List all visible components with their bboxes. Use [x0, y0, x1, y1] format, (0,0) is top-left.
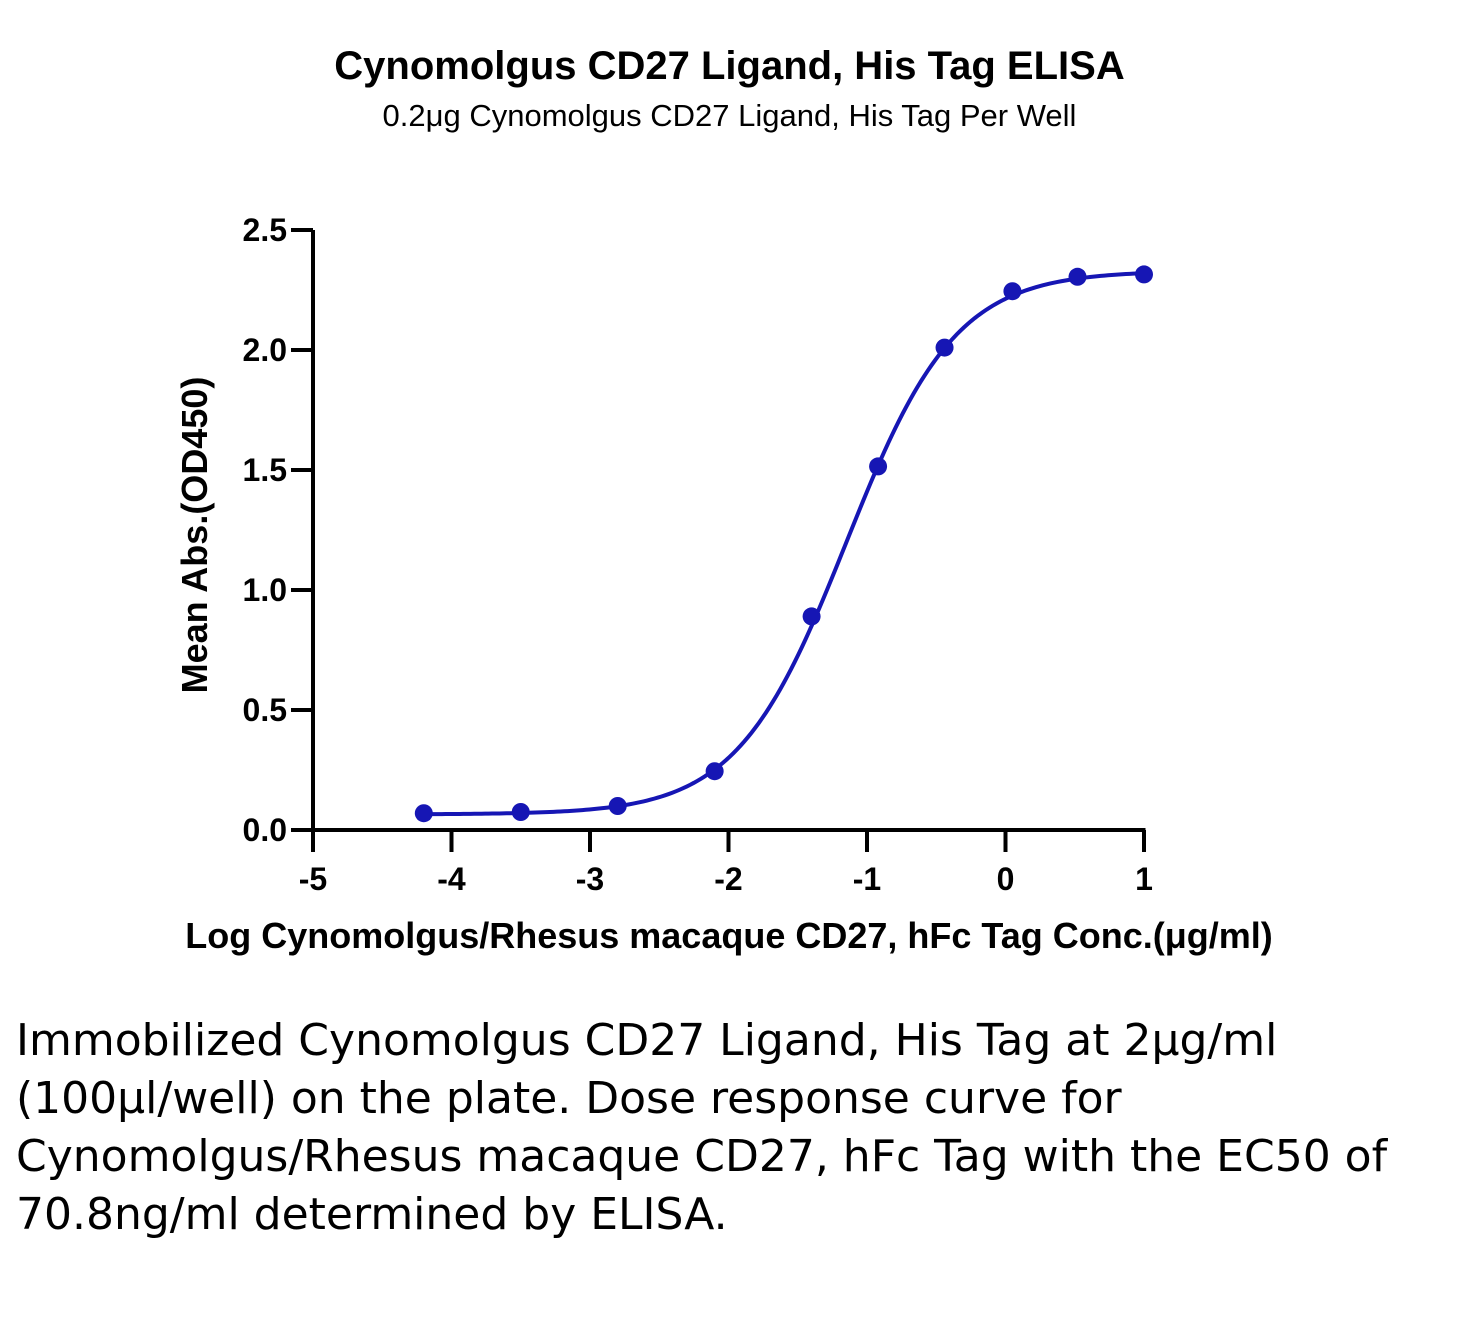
data-point: [869, 457, 888, 476]
axes: -5 -4 -3 -2 -1 0 1 0.0 0.5 1.0 1.5 2.0 2.5: [243, 212, 1153, 897]
data-point: [1003, 282, 1022, 301]
figure-caption: Immobilized Cynomolgus CD27 Ligand, His …: [16, 1015, 1388, 1240]
y-tick-label: 2.5: [243, 212, 287, 248]
data-point: [1135, 265, 1153, 284]
y-tick-label: 0.0: [243, 812, 287, 848]
x-tick-label: -4: [437, 861, 466, 897]
data-point: [1068, 267, 1087, 286]
y-tick-label: 1.0: [243, 572, 287, 608]
x-tick-label: 1: [1135, 861, 1153, 897]
x-axis-label: Log Cynomolgus/Rhesus macaque CD27, hFc …: [185, 915, 1273, 956]
data-point: [935, 338, 954, 357]
x-tick-label: -3: [576, 861, 604, 897]
fit-curve: [423, 271, 1145, 817]
x-tick-label: -1: [853, 861, 881, 897]
fit-curve-group: [423, 271, 1145, 817]
data-point: [511, 803, 530, 821]
data-point: [705, 762, 724, 781]
data-point: [414, 804, 433, 823]
data-points: [414, 265, 1153, 823]
elisa-chart: -5 -4 -3 -2 -1 0 1 0.0 0.5 1.0 1.5 2.0 2.5 Log Cynom…: [174, 212, 1273, 956]
chart-subtitle: 0.2μg Cynomolgus CD27 Ligand, His Tag Pe…: [382, 98, 1077, 133]
chart-title: Cynomolgus CD27 Ligand, His Tag ELISA: [334, 44, 1125, 88]
x-tick-label: -5: [299, 861, 327, 897]
x-tick-label: 0: [997, 861, 1015, 897]
y-axis-label: Mean Abs.(OD450): [174, 377, 215, 694]
data-point: [802, 607, 821, 626]
x-tick-label: -2: [714, 861, 742, 897]
y-tick-label: 0.5: [243, 692, 287, 728]
data-point: [608, 797, 627, 815]
y-tick-label: 1.5: [243, 452, 287, 488]
y-tick-label: 2.0: [243, 332, 287, 368]
